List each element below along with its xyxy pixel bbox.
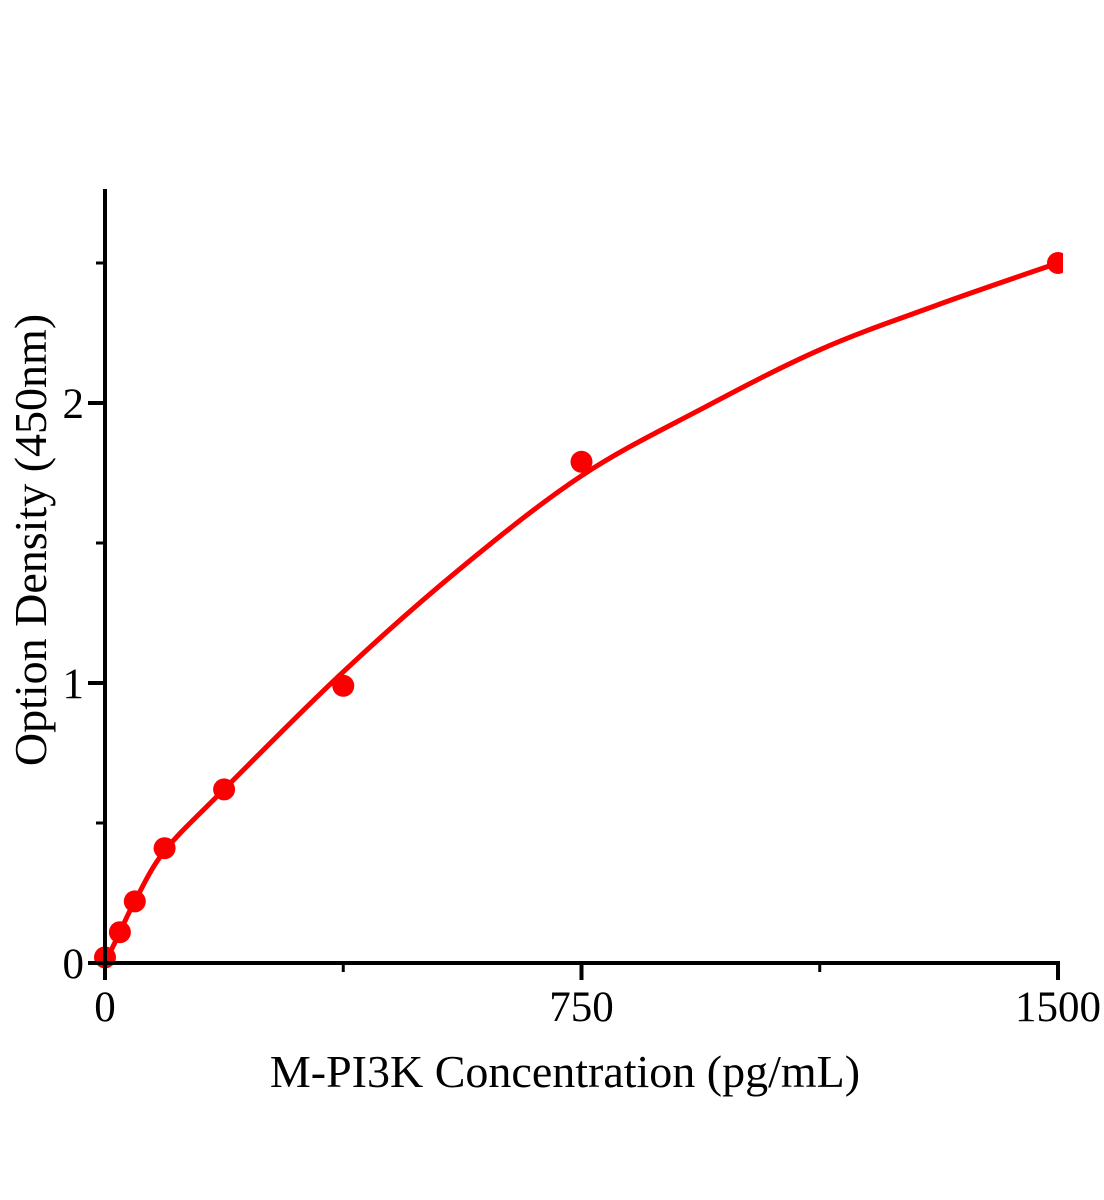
data-point	[153, 837, 176, 860]
data-point	[1047, 252, 1063, 274]
tick-labels: 0 750 1500 0 1 2	[63, 381, 1102, 1031]
fitted-curve	[102, 260, 1061, 966]
axes	[88, 189, 1060, 980]
x-tick-label: 0	[94, 984, 116, 1031]
x-axis-title: M-PI3K Concentration (pg/mL)	[270, 1046, 860, 1097]
y-tick-label: 2	[63, 381, 85, 428]
x-tick-label: 1500	[1015, 984, 1101, 1031]
data-point	[213, 778, 236, 801]
y-axis-title: Option Density (450nm)	[5, 314, 56, 766]
y-tick-label: 0	[63, 941, 85, 988]
data-series	[94, 252, 1063, 969]
y-tick-label: 1	[63, 661, 85, 708]
data-point	[332, 674, 355, 697]
data-point	[123, 890, 146, 913]
data-point	[108, 921, 131, 944]
x-tick-label: 750	[549, 984, 614, 1031]
data-point	[570, 450, 593, 473]
